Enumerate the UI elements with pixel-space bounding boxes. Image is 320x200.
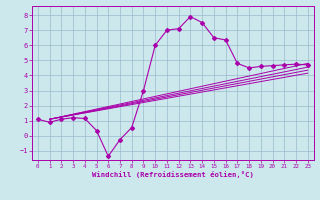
X-axis label: Windchill (Refroidissement éolien,°C): Windchill (Refroidissement éolien,°C)	[92, 171, 254, 178]
